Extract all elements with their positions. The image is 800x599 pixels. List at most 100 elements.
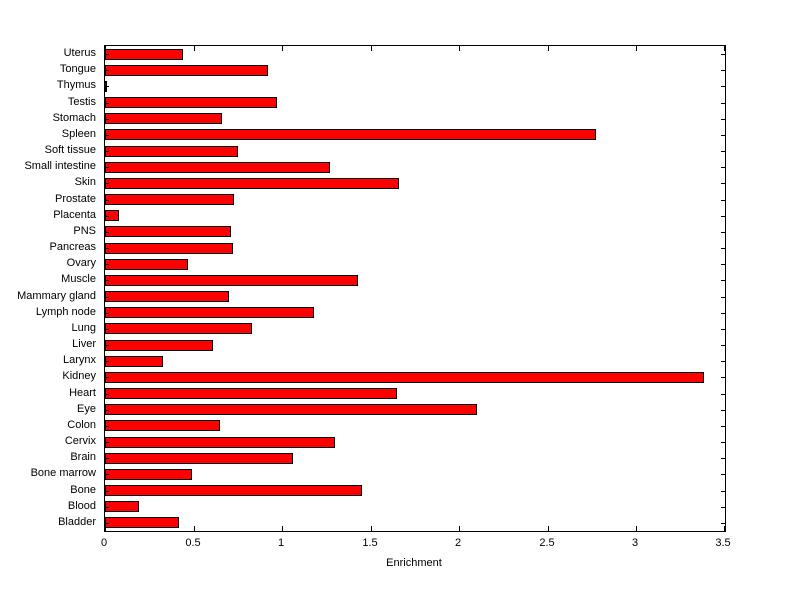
bar-blood — [105, 501, 139, 512]
y-tick-label: Eye — [77, 403, 96, 415]
bar-bone-marrow — [105, 469, 192, 480]
y-tick-right — [721, 151, 725, 152]
y-tick-left — [105, 119, 109, 120]
y-tick-right — [721, 183, 725, 184]
bar-colon — [105, 420, 220, 431]
y-tick-label: Testis — [67, 96, 96, 108]
y-tick-label: Prostate — [55, 193, 96, 205]
y-tick-left — [105, 151, 109, 152]
bar-brain — [105, 453, 293, 464]
y-tick-label: Muscle — [61, 273, 96, 285]
x-tick-label: 1.5 — [362, 537, 378, 549]
y-tick-left — [105, 216, 109, 217]
x-tick-top — [459, 46, 460, 51]
y-tick-right — [721, 135, 725, 136]
x-tick-bottom — [548, 526, 549, 531]
y-tick-left — [105, 507, 109, 508]
y-tick-label: Thymus — [56, 79, 96, 91]
bar-prostate — [105, 194, 234, 205]
y-tick-label: Ovary — [66, 257, 96, 269]
plot-area — [104, 45, 726, 532]
y-tick-right — [721, 458, 725, 459]
y-tick-label: Bone marrow — [30, 467, 96, 479]
bar-testis — [105, 97, 277, 108]
y-tick-right — [721, 394, 725, 395]
bar-tongue — [105, 65, 268, 76]
y-tick-left — [105, 491, 109, 492]
y-tick-right — [721, 442, 725, 443]
y-tick-label: Lymph node — [35, 306, 96, 318]
y-tick-left — [105, 264, 109, 265]
y-tick-right — [721, 167, 725, 168]
y-tick-left — [105, 410, 109, 411]
y-tick-right — [721, 54, 725, 55]
x-tick-bottom — [282, 526, 283, 531]
bar-eye — [105, 404, 477, 415]
y-tick-left — [105, 200, 109, 201]
y-tick-right — [721, 200, 725, 201]
x-tick-bottom — [105, 526, 106, 531]
y-tick-left — [105, 248, 109, 249]
x-axis-label: Enrichment — [386, 557, 442, 569]
x-tick-top — [194, 46, 195, 51]
x-tick-label: 1 — [277, 537, 285, 549]
x-tick-bottom — [724, 526, 725, 531]
y-tick-label: Lung — [71, 322, 96, 334]
y-tick-label: Bone — [70, 484, 96, 496]
y-tick-label: Larynx — [62, 354, 96, 366]
y-tick-label: Stomach — [52, 112, 96, 124]
y-tick-label: Blood — [67, 500, 96, 512]
x-tick-top — [105, 46, 106, 51]
y-tick-right — [721, 329, 725, 330]
y-tick-left — [105, 329, 109, 330]
bar-small-intestine — [105, 162, 330, 173]
y-tick-label: Liver — [72, 338, 96, 350]
y-tick-left — [105, 232, 109, 233]
y-tick-right — [721, 345, 725, 346]
y-tick-right — [721, 474, 725, 475]
x-tick-top — [636, 46, 637, 51]
y-tick-right — [721, 264, 725, 265]
bar-pancreas — [105, 243, 233, 254]
x-tick-top — [282, 46, 283, 51]
y-tick-label: Brain — [70, 451, 96, 463]
y-tick-label: PNS — [73, 225, 96, 237]
x-tick-top — [548, 46, 549, 51]
bar-larynx — [105, 356, 163, 367]
bar-lymph-node — [105, 307, 314, 318]
bar-lung — [105, 323, 252, 334]
y-tick-left — [105, 313, 109, 314]
x-tick-bottom — [636, 526, 637, 531]
y-tick-right — [721, 410, 725, 411]
y-tick-label: Bladder — [58, 516, 96, 528]
x-tick-top — [724, 46, 725, 51]
y-tick-right — [721, 232, 725, 233]
bar-bladder — [105, 517, 179, 528]
y-tick-label: Mammary gland — [17, 290, 96, 302]
bar-ovary — [105, 259, 188, 270]
y-tick-left — [105, 377, 109, 378]
x-tick-label: 2 — [454, 537, 462, 549]
bar-pns — [105, 226, 231, 237]
y-tick-left — [105, 183, 109, 184]
bar-mammary-gland — [105, 291, 229, 302]
bar-bone — [105, 485, 362, 496]
bar-spleen — [105, 129, 596, 140]
y-tick-left — [105, 135, 109, 136]
bar-liver — [105, 340, 213, 351]
y-tick-right — [721, 119, 725, 120]
y-tick-label: Kidney — [62, 370, 96, 382]
y-tick-label: Cervix — [64, 435, 96, 447]
y-tick-left — [105, 345, 109, 346]
x-tick-top — [371, 46, 372, 51]
y-tick-left — [105, 280, 109, 281]
y-tick-label: Placenta — [53, 209, 96, 221]
bar-skin — [105, 178, 399, 189]
x-tick-bottom — [371, 526, 372, 531]
y-tick-label: Soft tissue — [44, 144, 96, 156]
y-tick-right — [721, 491, 725, 492]
y-tick-left — [105, 458, 109, 459]
y-tick-left — [105, 442, 109, 443]
bar-stomach — [105, 113, 222, 124]
y-tick-right — [721, 297, 725, 298]
